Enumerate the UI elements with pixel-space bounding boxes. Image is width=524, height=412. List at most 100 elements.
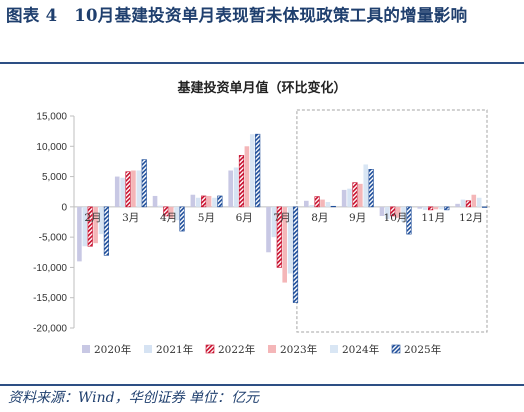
legend-swatch — [268, 345, 276, 353]
y-tick-label: 10,000 — [36, 142, 67, 153]
bar — [347, 188, 352, 207]
bar — [158, 205, 163, 207]
bar — [103, 206, 110, 256]
bar — [271, 206, 277, 238]
source-label: 资料来源： — [8, 390, 78, 406]
bar — [325, 202, 331, 207]
bar-chart: 基建投资单月值（环比变化） 15,000 10,000 5,000 0 -5,000 -1… — [33, 80, 490, 356]
bar — [87, 206, 93, 247]
bar — [287, 206, 293, 274]
bar — [179, 206, 185, 232]
bar — [282, 206, 287, 283]
bar — [358, 183, 363, 207]
x-tick-label: 11月 — [421, 212, 445, 224]
bar — [304, 200, 309, 207]
chart-title: 基建投资单月值（环比变化） — [176, 80, 346, 96]
bar — [233, 167, 239, 207]
bar — [444, 206, 450, 211]
x-tick-label: 10月 — [384, 212, 408, 224]
legend-swatch — [82, 345, 90, 353]
legend-item: 2020年 — [82, 343, 131, 356]
bar — [163, 206, 169, 217]
bar — [238, 155, 245, 208]
x-tick-label: 8月 — [311, 212, 328, 224]
bar — [368, 169, 374, 208]
bar — [314, 196, 320, 208]
y-tick-label: -20,000 — [33, 324, 67, 335]
bar — [455, 203, 460, 207]
legend-swatch — [205, 344, 215, 354]
legend-item: 2022年 — [205, 343, 255, 356]
bar — [136, 170, 142, 207]
legend-swatch — [144, 345, 152, 353]
bar — [131, 170, 136, 207]
legend-label: 2020年 — [94, 343, 131, 356]
source-rule — [0, 384, 524, 386]
bar — [244, 146, 250, 207]
bar — [309, 205, 315, 207]
bar — [352, 182, 358, 208]
y-tick-label: 0 — [61, 202, 67, 213]
bar — [190, 194, 196, 207]
bar — [417, 206, 423, 209]
bar — [330, 205, 336, 208]
x-tick-label: 7月 — [273, 212, 290, 224]
source-note: 资料来源：Wind，华创证券 单位：亿元 — [8, 388, 259, 408]
legend-item: 2024年 — [330, 343, 379, 356]
bar — [195, 197, 201, 207]
bar — [433, 206, 439, 210]
figure-title: 图表 4 10月基建投资单月表现暂未体现政策工具的增量影响 — [6, 6, 468, 25]
bar — [385, 206, 390, 219]
bar — [212, 197, 217, 207]
x-tick-label: 4月 — [160, 212, 177, 224]
bar — [422, 206, 428, 210]
unit-text: 亿元 — [231, 390, 260, 406]
x-tick-label: 2月 — [84, 212, 101, 224]
bar — [390, 206, 396, 217]
bar — [174, 206, 179, 221]
x-tick-label: 12月 — [459, 212, 483, 224]
bar — [152, 195, 158, 207]
legend-label: 2023年 — [280, 343, 317, 356]
bar — [465, 200, 471, 208]
bar — [406, 206, 412, 235]
bar — [141, 159, 147, 208]
x-tick-label: 3月 — [122, 212, 139, 224]
bar — [206, 195, 212, 207]
legend-label: 2022年 — [218, 343, 255, 356]
bar — [292, 206, 299, 303]
x-tick-label: 6月 — [236, 212, 253, 224]
bar — [379, 206, 385, 216]
highlight-box — [296, 109, 488, 333]
x-tick-label: 9月 — [349, 212, 366, 224]
y-tick-label: -10,000 — [33, 263, 67, 274]
bar — [93, 206, 98, 244]
bar — [120, 177, 125, 207]
legend-label: 2021年 — [156, 343, 193, 356]
bar — [249, 134, 255, 207]
source-text: Wind，华创证券 — [78, 390, 185, 406]
x-tick-label: 5月 — [198, 212, 215, 224]
bar — [98, 206, 104, 235]
bar — [363, 164, 369, 207]
bar — [114, 176, 120, 207]
unit-label: 单位： — [189, 390, 232, 406]
bar — [341, 189, 347, 207]
bar — [228, 170, 233, 207]
bar — [427, 206, 434, 211]
legend-swatch — [391, 344, 401, 354]
legend-label: 2025年 — [404, 343, 441, 356]
y-tick-label: -15,000 — [33, 293, 67, 304]
bar — [476, 197, 482, 207]
legend-item: 2025年 — [391, 343, 441, 356]
bar — [217, 195, 223, 208]
y-tick-label: 5,000 — [42, 172, 67, 183]
bar — [201, 195, 207, 208]
y-tick-label: -5,000 — [39, 233, 68, 244]
bar — [481, 206, 488, 208]
bar — [395, 206, 401, 218]
bar — [266, 206, 271, 253]
legend-label: 2024年 — [342, 343, 379, 356]
bar — [255, 133, 261, 208]
bar — [439, 206, 444, 210]
